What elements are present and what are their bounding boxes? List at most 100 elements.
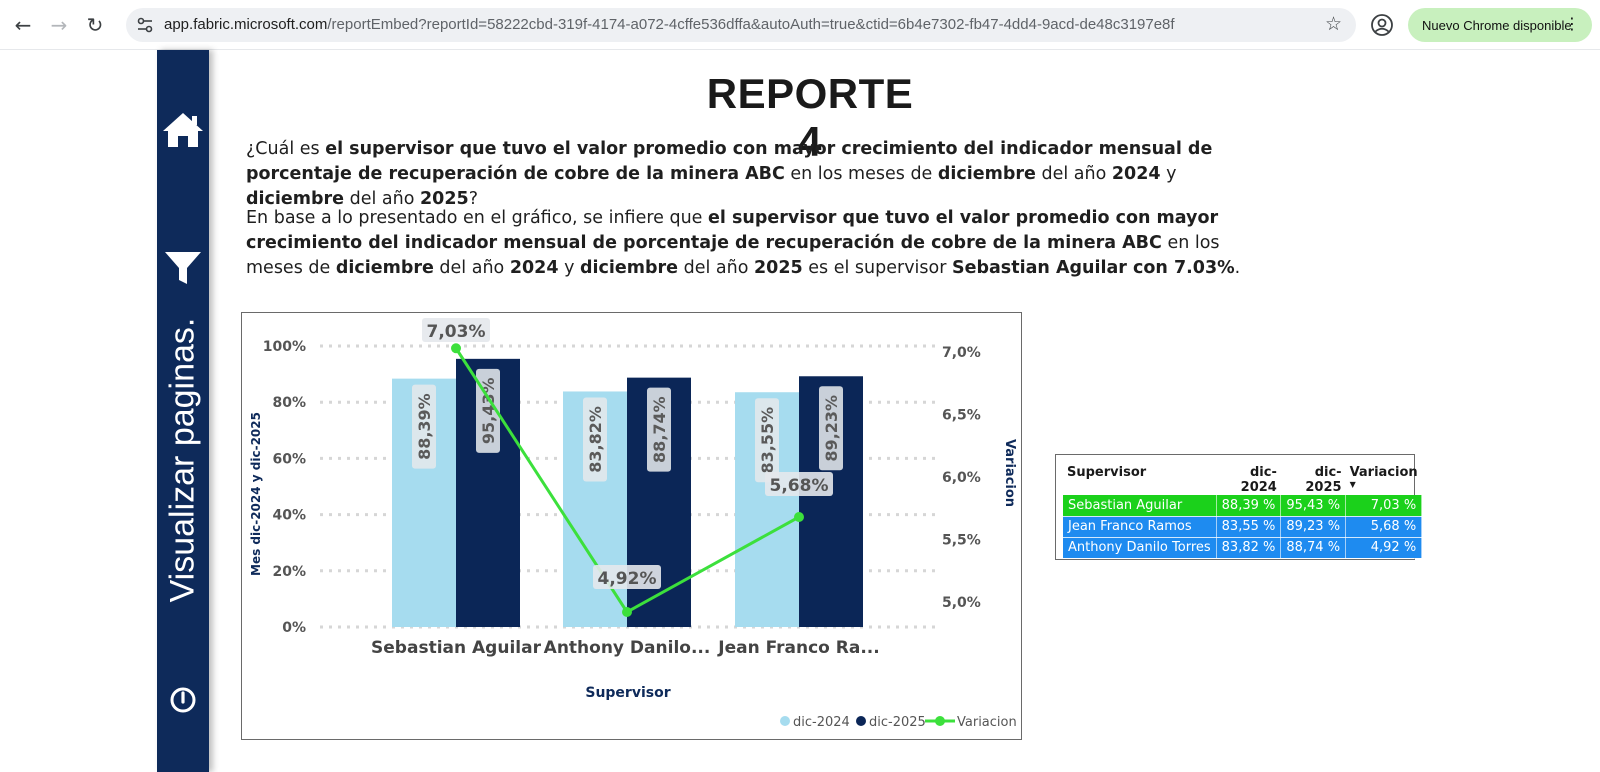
header-dic-2025[interactable]: dic-2025: [1305, 465, 1342, 495]
combo-chart[interactable]: 0% 20% 40% 60% 80% 100% 5,0% 5,5% 6,0% 6,5% 7,0% 88…: [241, 312, 1022, 740]
variacion-point: [794, 512, 804, 522]
data-label-dic-2024-bg: [583, 397, 607, 482]
question-run: ?: [468, 189, 478, 209]
supervisor-table[interactable]: Supervisor dic-2024 dic-2025 Variacion ▼ …: [1055, 454, 1423, 560]
y-tick-label: 80%: [272, 395, 306, 411]
forward-icon[interactable]: →: [50, 13, 68, 37]
y2-tick-label: 6,0%: [942, 470, 981, 486]
question-run: diciembre: [937, 164, 1036, 184]
question-run: del año: [1035, 164, 1112, 184]
data-label-dic-2025: 95,43%: [479, 378, 498, 445]
question-run: ¿Cuál es: [246, 139, 326, 159]
header-variacion[interactable]: Variacion ▼: [1346, 463, 1422, 495]
address-bar[interactable]: app.fabric.microsoft.com/reportEmbed?rep…: [126, 8, 1356, 42]
data-label-dic-2024-group: 83,55%: [755, 398, 779, 483]
data-label-dic-2024: 83,82%: [586, 406, 605, 473]
data-label-dic-2025-bg: [819, 386, 843, 471]
header-dic-2024[interactable]: dic-2024: [1240, 465, 1277, 495]
data-table: Supervisor dic-2024 dic-2025 Variacion ▼ …: [1063, 463, 1423, 559]
chrome-update-button[interactable]: Nuevo Chrome disponible ⋮: [1408, 8, 1592, 42]
table-header-row: Supervisor dic-2024 dic-2025 Variacion ▼: [1063, 463, 1422, 495]
y-tick-label: 20%: [272, 564, 306, 580]
table-row[interactable]: Sebastian Aguilar 88,39 % 95,43 % 7,03 %: [1063, 495, 1423, 517]
answer-run: en los meses de: [246, 233, 1220, 278]
chart-svg: 0% 20% 40% 60% 80% 100% 5,0% 5,5% 6,0% 6,5% 7,0% 88…: [249, 318, 1017, 730]
power-icon[interactable]: [169, 686, 197, 714]
page-title: REPORTE 4: [706, 70, 914, 165]
answer-run: Sebastian Aguilar con 7.03%: [952, 258, 1235, 278]
answer-run: es el supervisor: [802, 258, 952, 278]
question-run: y: [1160, 164, 1177, 184]
browser-toolbar: ← → ↻ app.fabric.microsoft.com/reportEmb…: [0, 0, 1600, 50]
table-cell: 5,68 %: [1345, 516, 1423, 538]
back-icon[interactable]: ←: [14, 13, 32, 37]
answer-run: del año: [433, 258, 510, 278]
data-label-dic-2025-group: 89,23%: [819, 386, 843, 471]
answer-run: el supervisor que tuvo el valor promedio…: [246, 208, 1219, 253]
y2-tick-label: 5,0%: [942, 595, 981, 611]
y-tick-label: 40%: [272, 508, 306, 524]
x-tick-label: Anthony Danilo...: [544, 638, 711, 658]
question-run: en los meses de: [784, 164, 938, 184]
legend-marker-variacion: [935, 716, 945, 726]
table-row[interactable]: Jean Franco Ramos 83,55 % 89,23 % 5,68 %: [1063, 516, 1423, 538]
report-sidebar: Visualizar paginas.: [157, 50, 209, 772]
variacion-label-bg: [422, 318, 490, 342]
variacion-label-bg: [593, 565, 661, 589]
visualizar-paginas-label[interactable]: Visualizar paginas.: [163, 317, 202, 603]
data-label-dic-2024: 88,39%: [415, 393, 434, 460]
question-run: 2024: [1111, 164, 1161, 184]
answer-run: diciembre: [580, 258, 679, 278]
site-settings-icon[interactable]: [136, 16, 154, 34]
table-cell: Anthony Danilo Torres: [1063, 537, 1217, 559]
question-run: el supervisor que tuvo el valor promedio…: [246, 139, 1213, 184]
variacion-point: [622, 607, 632, 617]
y-tick-label: 60%: [272, 451, 306, 467]
table-cell: 89,23 %: [1280, 516, 1347, 538]
data-label-dic-2024-group: 88,39%: [412, 384, 436, 469]
question-run: 2025: [419, 189, 469, 209]
url-host: app.fabric.microsoft.com: [164, 16, 328, 33]
legend-label-dic-2025: dic-2025: [869, 715, 926, 730]
data-label-dic-2025-group: 88,74%: [647, 387, 671, 472]
legend-marker-dic-2025: [856, 716, 866, 726]
header-variacion-label: Variacion: [1349, 465, 1418, 480]
data-label-dic-2025: 89,23%: [822, 395, 841, 462]
header-supervisor[interactable]: Supervisor: [1067, 465, 1147, 480]
x-tick-label: Jean Franco Ra...: [717, 638, 879, 658]
answer-run: del año: [678, 258, 754, 278]
answer-run: y: [558, 258, 581, 278]
y2-axis-title: Variacion: [1002, 439, 1017, 507]
answer-run: En base a lo presentado en el gráfico, s…: [246, 208, 709, 228]
answer-run: 2025: [754, 258, 803, 278]
star-icon[interactable]: ☆: [1324, 13, 1342, 35]
legend-label-variacion: Variacion: [957, 715, 1017, 730]
sort-desc-icon: ▼: [1349, 480, 1356, 489]
chrome-update-label: Nuevo Chrome disponible: [1422, 17, 1572, 33]
table-cell: 95,43 %: [1280, 495, 1347, 517]
table-cell: 88,74 %: [1280, 537, 1347, 559]
url-text: app.fabric.microsoft.com/reportEmbed?rep…: [164, 16, 1175, 33]
legend-marker-dic-2024: [780, 716, 790, 726]
profile-icon[interactable]: [1370, 13, 1394, 37]
table-cell: 88,39 %: [1216, 495, 1282, 517]
more-icon[interactable]: ⋮: [1564, 14, 1580, 33]
data-label-dic-2024-group: 83,82%: [583, 397, 607, 482]
filter-icon[interactable]: [163, 250, 203, 286]
table-cell: Sebastian Aguilar: [1063, 495, 1217, 517]
home-icon[interactable]: [160, 110, 206, 150]
table-row[interactable]: Anthony Danilo Torres 83,82 % 88,74 % 4,…: [1063, 537, 1423, 559]
answer-run: diciembre: [335, 258, 434, 278]
data-label-dic-2024-bg: [412, 384, 436, 469]
question-text: ¿Cuál es el supervisor que tuvo el valor…: [246, 137, 1246, 212]
variacion-data-label: 4,92%: [598, 569, 657, 589]
reload-icon[interactable]: ↻: [86, 13, 104, 37]
legend-label-dic-2024: dic-2024: [793, 715, 850, 730]
y-tick-label: 0%: [282, 620, 306, 636]
y2-tick-label: 7,0%: [942, 345, 981, 361]
table-cell: 83,55 %: [1216, 516, 1282, 538]
answer-run: .: [1234, 258, 1241, 278]
x-axis-title: Supervisor: [585, 685, 670, 701]
data-label-dic-2025: 88,74%: [650, 396, 669, 463]
answer-text: En base a lo presentado en el gráfico, s…: [246, 206, 1246, 281]
